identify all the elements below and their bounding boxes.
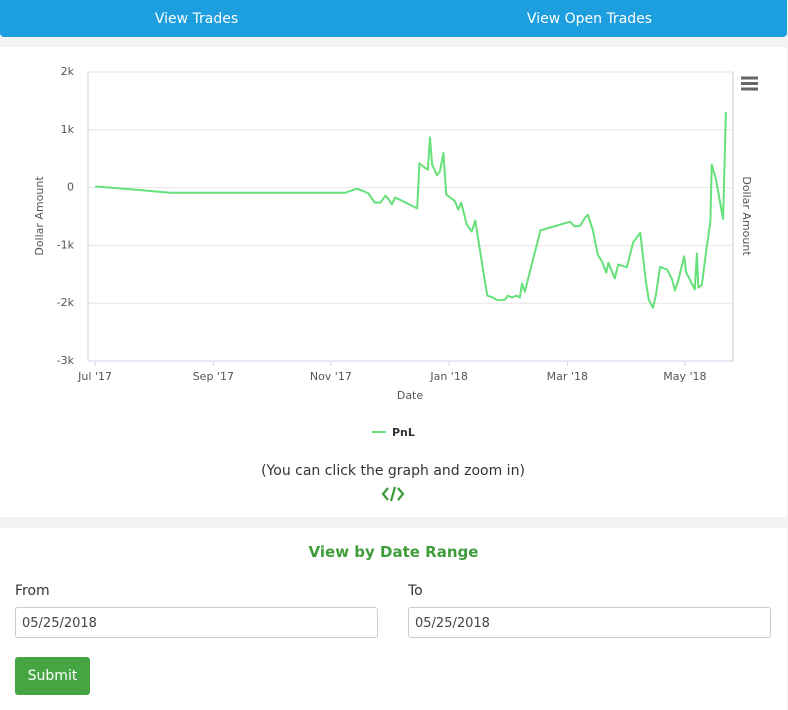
menu-icon[interactable] bbox=[741, 76, 758, 91]
legend-label[interactable]: PnL bbox=[392, 426, 415, 439]
y-axis-title: Dollar Amount bbox=[33, 176, 46, 256]
y2-axis-title: Dollar Amount bbox=[740, 176, 753, 256]
y-tick-label: 0 bbox=[67, 181, 74, 194]
submit-button[interactable]: Submit bbox=[15, 657, 90, 695]
from-label: From bbox=[15, 583, 50, 599]
y-tick-label: -3k bbox=[57, 354, 75, 367]
code-icon bbox=[381, 486, 405, 502]
from-input[interactable]: 05/25/2018 bbox=[15, 607, 378, 638]
x-tick-label: Jan '18 bbox=[429, 370, 467, 383]
y-tick-label: -2k bbox=[57, 296, 75, 309]
zoom-hint: (You can click the graph and zoom in) bbox=[261, 463, 525, 479]
nav-tab[interactable]: View Trades bbox=[154, 11, 239, 27]
x-tick-label: Mar '18 bbox=[547, 370, 588, 383]
nav-tab[interactable]: View Open Trades bbox=[526, 11, 653, 27]
plot: Date Dollar Amount Dollar Amount PnL (Yo… bbox=[33, 65, 758, 502]
y-tick-label: -1k bbox=[57, 238, 75, 251]
chart-panel: Date Dollar Amount Dollar Amount PnL (Yo… bbox=[0, 47, 787, 517]
nav-bar: View Trades View Open Trades bbox=[0, 0, 787, 37]
to-label: To bbox=[408, 583, 423, 599]
x-tick-label: Jul '17 bbox=[77, 370, 112, 383]
x-tick-label: Sep '17 bbox=[193, 370, 234, 383]
x-tick-label: Nov '17 bbox=[310, 370, 352, 383]
to-input[interactable]: 05/25/2018 bbox=[408, 607, 771, 638]
chart[interactable]: Date Dollar Amount Dollar Amount PnL (Yo… bbox=[0, 47, 787, 517]
pnl-line bbox=[95, 111, 727, 309]
y-tick-label: 1k bbox=[61, 123, 75, 136]
x-axis-title: Date bbox=[397, 389, 424, 402]
x-tick-label: May '18 bbox=[663, 370, 706, 383]
form-title: View by Date Range bbox=[308, 543, 479, 561]
y-tick-label: 2k bbox=[61, 65, 75, 78]
